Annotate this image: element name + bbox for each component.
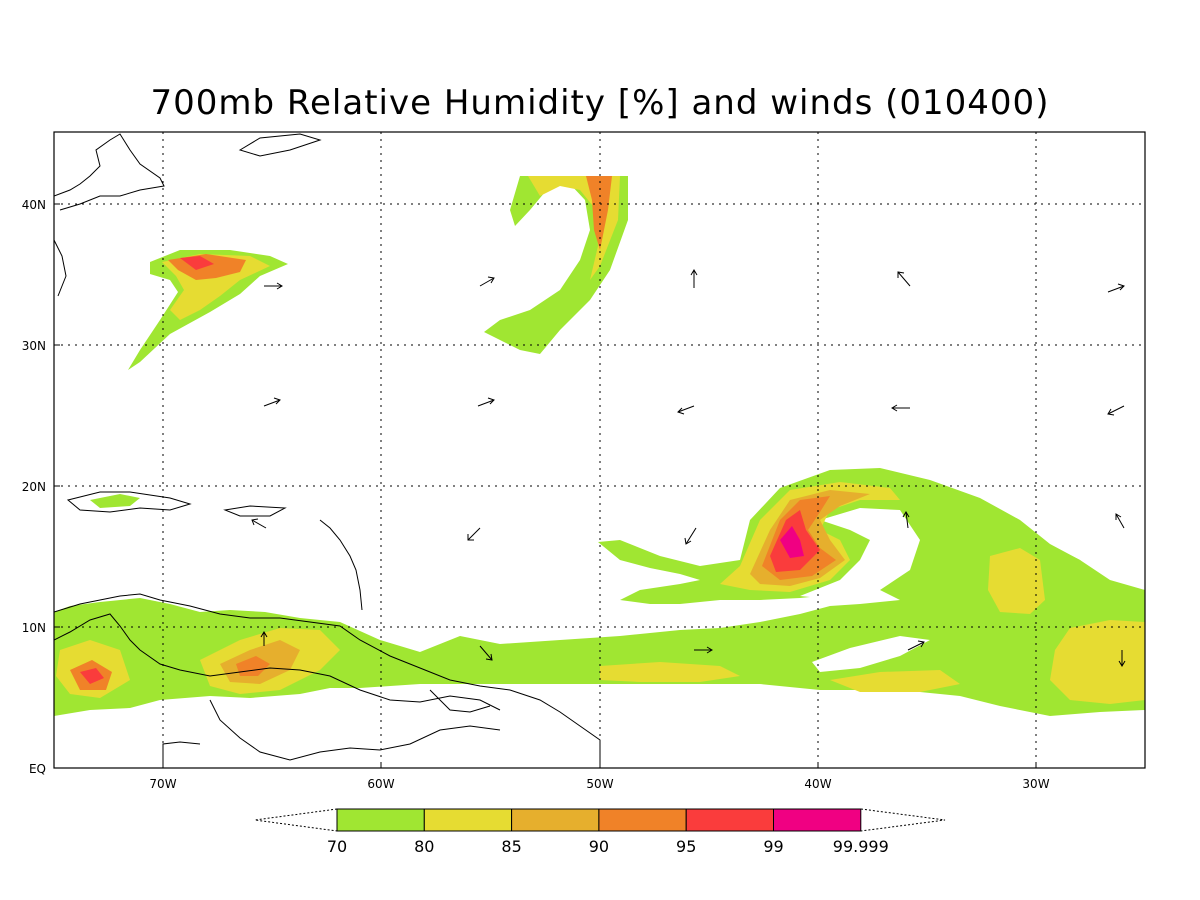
colorbar-swatch bbox=[685, 808, 775, 832]
rh-swirl-70 bbox=[598, 468, 1100, 610]
rh-swirl-hole bbox=[800, 508, 920, 600]
rh-band-hole bbox=[812, 636, 930, 672]
coastlines bbox=[54, 133, 601, 768]
wind-arrow bbox=[1118, 650, 1126, 667]
wind-arrow bbox=[263, 397, 281, 407]
lon-axis: 70W 60W 50W 40W 30W bbox=[149, 777, 1049, 791]
wind-arrow bbox=[260, 631, 268, 646]
lon-label: 50W bbox=[586, 777, 613, 791]
rh-east-80a bbox=[1050, 620, 1145, 704]
colorbar: 70 80 85 90 95 99 99.999 bbox=[254, 808, 946, 856]
wind-arrow bbox=[902, 511, 910, 529]
wind-arrow bbox=[251, 518, 267, 529]
lon-label: 60W bbox=[367, 777, 394, 791]
wind-arrow bbox=[897, 271, 911, 287]
rh-east-80b bbox=[988, 548, 1045, 614]
axis-ticks bbox=[54, 203, 1037, 769]
wind-arrow bbox=[684, 527, 697, 545]
colorbar-swatch bbox=[423, 808, 513, 832]
colorbar-label: 90 bbox=[589, 837, 609, 856]
wind-arrow bbox=[477, 397, 495, 407]
wind-arrow bbox=[891, 404, 910, 412]
lat-label: 20N bbox=[22, 480, 46, 494]
lat-label: 30N bbox=[22, 339, 46, 353]
rh-band-south-70 bbox=[54, 540, 1145, 716]
lat-axis: EQ 10N 20N 30N 40N bbox=[22, 198, 46, 776]
colorbar-left-extension bbox=[254, 808, 338, 832]
wind-arrow bbox=[690, 269, 698, 288]
colorbar-label: 85 bbox=[501, 837, 521, 856]
rh-nw-70 bbox=[128, 250, 288, 370]
wind-arrow bbox=[1115, 513, 1125, 529]
wind-arrow bbox=[479, 276, 495, 287]
rh-swirl-99 bbox=[780, 526, 804, 558]
rh-east-80c bbox=[600, 662, 740, 682]
lon-label: 40W bbox=[804, 777, 831, 791]
colorbar-swatch bbox=[598, 808, 687, 832]
rh-carib-north-70 bbox=[90, 494, 140, 508]
colorbar-label: 95 bbox=[676, 837, 696, 856]
rh-carib-95b bbox=[80, 668, 104, 684]
wind-arrow bbox=[264, 282, 283, 290]
colorbar-label: 70 bbox=[327, 837, 347, 856]
lon-label: 70W bbox=[149, 777, 176, 791]
rh-hook-70 bbox=[484, 176, 628, 354]
lat-label: EQ bbox=[29, 762, 46, 776]
wind-arrow bbox=[907, 640, 925, 651]
lat-label: 40N bbox=[22, 198, 46, 212]
wind-arrow bbox=[1107, 405, 1125, 416]
lon-label: 30W bbox=[1022, 777, 1049, 791]
wind-arrow bbox=[677, 405, 695, 415]
colorbar-swatch bbox=[336, 808, 425, 832]
wind-arrow bbox=[694, 646, 713, 654]
colorbar-swatch bbox=[511, 808, 600, 832]
wind-arrow bbox=[1107, 283, 1125, 293]
colorbar-right-extension bbox=[860, 808, 946, 832]
wind-vectors bbox=[251, 269, 1126, 667]
colorbar-label: 99.999 bbox=[833, 837, 889, 856]
colorbar-swatch bbox=[773, 808, 862, 832]
graticule bbox=[54, 132, 1145, 768]
lat-label: 10N bbox=[22, 621, 46, 635]
rh-nw-95 bbox=[180, 256, 214, 270]
colorbar-label: 99 bbox=[763, 837, 783, 856]
colorbar-label: 80 bbox=[414, 837, 434, 856]
rh-hook-90 bbox=[586, 176, 612, 250]
rh-east-80d bbox=[830, 670, 960, 692]
wind-arrow bbox=[467, 527, 481, 541]
wind-arrow bbox=[479, 645, 493, 661]
map-title: 700mb Relative Humidity [%] and winds (0… bbox=[151, 83, 1050, 123]
